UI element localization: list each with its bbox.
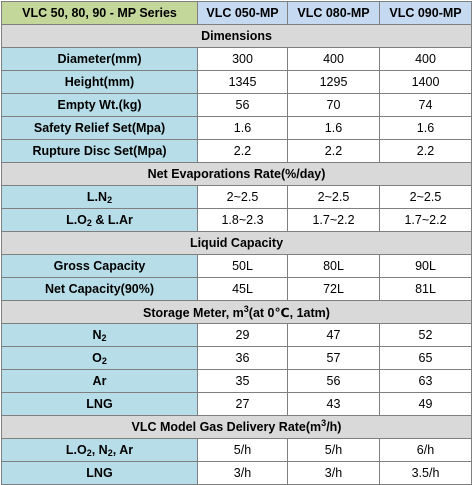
- section-row-dimensions: Dimensions: [1, 24, 472, 48]
- row-label: Ar: [1, 369, 198, 393]
- table-row: N2 29 47 52: [1, 323, 472, 347]
- cell-value: 63: [379, 369, 472, 393]
- cell-value: 1.6: [197, 116, 288, 140]
- cell-value: 65: [379, 346, 472, 370]
- cell-value: 74: [379, 93, 472, 117]
- cell-value: 90L: [379, 254, 472, 278]
- cell-value: 5/h: [197, 438, 288, 462]
- section-title-evaporation: Net Evaporations Rate(%/day): [1, 162, 472, 186]
- cell-value: 43: [287, 392, 380, 416]
- table-row: L.O2 & L.Ar 1.8~2.3 1.7~2.2 1.7~2.2: [1, 208, 472, 232]
- row-label: L.N2: [1, 185, 198, 209]
- section-row-delivery: VLC Model Gas Delivery Rate(m3/h): [1, 415, 472, 439]
- cell-value: 45L: [197, 277, 288, 301]
- cell-value: 57: [287, 346, 380, 370]
- section-title-capacity: Liquid Capacity: [1, 231, 472, 255]
- cell-value: 56: [287, 369, 380, 393]
- row-label: L.O2, N2, Ar: [1, 438, 198, 462]
- cell-value: 50L: [197, 254, 288, 278]
- section-row-storage: Storage Meter, m3(at 0℃, 1atm): [1, 300, 472, 324]
- cell-value: 2.2: [287, 139, 380, 163]
- cell-value: 47: [287, 323, 380, 347]
- table-row: Empty Wt.(kg) 56 70 74: [1, 93, 472, 117]
- cell-value: 1295: [287, 70, 380, 94]
- table-row: Net Capacity(90%) 45L 72L 81L: [1, 277, 472, 301]
- cell-value: 70: [287, 93, 380, 117]
- row-label: Gross Capacity: [1, 254, 198, 278]
- table-row: LNG 3/h 3/h 3.5/h: [1, 461, 472, 485]
- cell-value: 1.6: [379, 116, 472, 140]
- cell-value: 36: [197, 346, 288, 370]
- table-row: LNG 27 43 49: [1, 392, 472, 416]
- table-row: L.N2 2~2.5 2~2.5 2~2.5: [1, 185, 472, 209]
- table-row: L.O2, N2, Ar 5/h 5/h 6/h: [1, 438, 472, 462]
- cell-value: 400: [287, 47, 380, 71]
- cell-value: 35: [197, 369, 288, 393]
- section-title-dimensions: Dimensions: [1, 24, 472, 48]
- cell-value: 6/h: [379, 438, 472, 462]
- cell-value: 2.2: [379, 139, 472, 163]
- cell-value: 27: [197, 392, 288, 416]
- table-row: Gross Capacity 50L 80L 90L: [1, 254, 472, 278]
- cell-value: 2~2.5: [379, 185, 472, 209]
- cell-value: 5/h: [287, 438, 380, 462]
- cell-value: 52: [379, 323, 472, 347]
- model-header-050: VLC 050-MP: [197, 1, 288, 25]
- cell-value: 1.8~2.3: [197, 208, 288, 232]
- cell-value: 3/h: [197, 461, 288, 485]
- cell-value: 1.7~2.2: [287, 208, 380, 232]
- cell-value: 1400: [379, 70, 472, 94]
- row-label: Height(mm): [1, 70, 198, 94]
- cell-value: 29: [197, 323, 288, 347]
- header-row: VLC 50, 80, 90 - MP Series VLC 050-MP VL…: [1, 1, 472, 25]
- row-label: L.O2 & L.Ar: [1, 208, 198, 232]
- table-row: Diameter(mm) 300 400 400: [1, 47, 472, 71]
- cell-value: 400: [379, 47, 472, 71]
- table-row: O2 36 57 65: [1, 346, 472, 370]
- cell-value: 2~2.5: [287, 185, 380, 209]
- cell-value: 49: [379, 392, 472, 416]
- series-title: VLC 50, 80, 90 - MP Series: [1, 1, 198, 25]
- cell-value: 1.6: [287, 116, 380, 140]
- model-header-080: VLC 080-MP: [287, 1, 380, 25]
- model-header-090: VLC 090-MP: [379, 1, 472, 25]
- section-title-delivery: VLC Model Gas Delivery Rate(m3/h): [1, 415, 472, 439]
- cell-value: 1.7~2.2: [379, 208, 472, 232]
- cell-value: 3.5/h: [379, 461, 472, 485]
- row-label: O2: [1, 346, 198, 370]
- cell-value: 300: [197, 47, 288, 71]
- row-label: Empty Wt.(kg): [1, 93, 198, 117]
- cell-value: 72L: [287, 277, 380, 301]
- row-label: N2: [1, 323, 198, 347]
- row-label: Rupture Disc Set(Mpa): [1, 139, 198, 163]
- cell-value: 81L: [379, 277, 472, 301]
- cell-value: 3/h: [287, 461, 380, 485]
- cell-value: 56: [197, 93, 288, 117]
- table-row: Rupture Disc Set(Mpa) 2.2 2.2 2.2: [1, 139, 472, 163]
- section-title-storage: Storage Meter, m3(at 0℃, 1atm): [1, 300, 472, 324]
- section-row-capacity: Liquid Capacity: [1, 231, 472, 255]
- cell-value: 2~2.5: [197, 185, 288, 209]
- row-label: LNG: [1, 392, 198, 416]
- row-label: Diameter(mm): [1, 47, 198, 71]
- cell-value: 2.2: [197, 139, 288, 163]
- cell-value: 80L: [287, 254, 380, 278]
- table-row: Safety Relief Set(Mpa) 1.6 1.6 1.6: [1, 116, 472, 140]
- row-label: Safety Relief Set(Mpa): [1, 116, 198, 140]
- table-row: Ar 35 56 63: [1, 369, 472, 393]
- row-label: Net Capacity(90%): [1, 277, 198, 301]
- cell-value: 1345: [197, 70, 288, 94]
- row-label: LNG: [1, 461, 198, 485]
- section-row-evaporation: Net Evaporations Rate(%/day): [1, 162, 472, 186]
- table-row: Height(mm) 1345 1295 1400: [1, 70, 472, 94]
